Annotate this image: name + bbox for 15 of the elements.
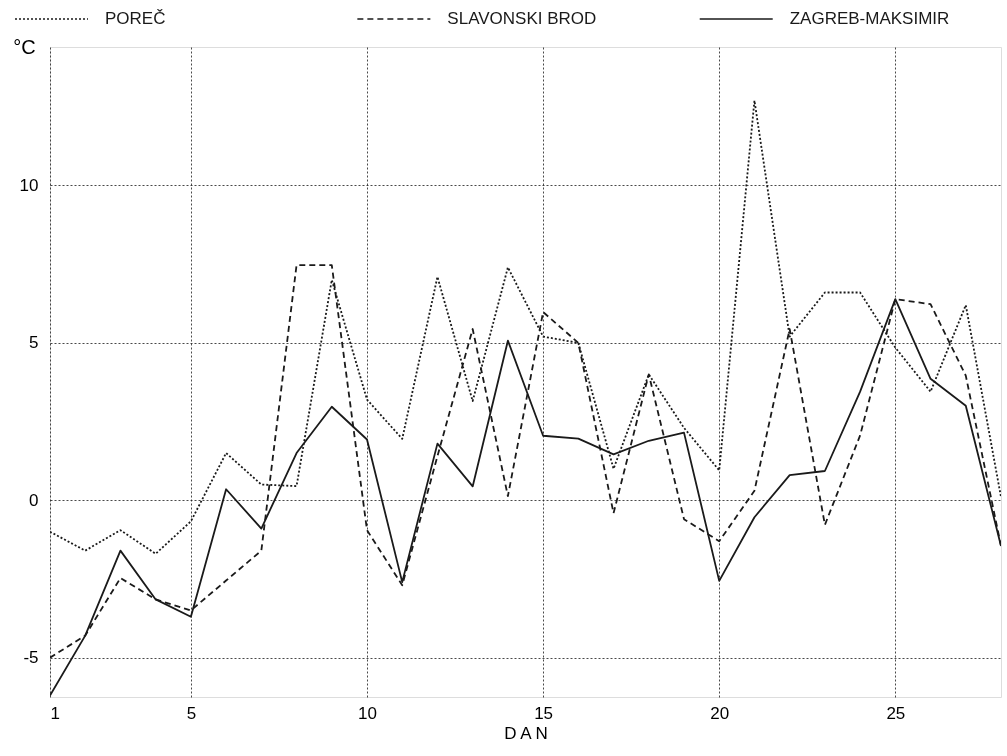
- y-tick-label: 5: [29, 333, 39, 353]
- legend-label: ZAGREB-MAKSIMIR: [789, 9, 950, 28]
- x-tick-label: 15: [534, 703, 554, 723]
- x-tick-label: 25: [886, 703, 906, 723]
- x-tick-label: 5: [186, 703, 197, 723]
- y-tick-label: -5: [23, 648, 39, 668]
- x-tick-label: 1: [50, 703, 60, 723]
- legend-label: POREČ: [105, 9, 166, 28]
- x-axis-title: D A N: [504, 723, 548, 743]
- x-tick-label: 10: [358, 703, 377, 723]
- y-axis-title: °C: [13, 35, 36, 58]
- x-tick-label: 20: [710, 703, 730, 723]
- y-tick-label: 0: [29, 490, 39, 510]
- y-tick-label: 10: [19, 176, 39, 195]
- legend-label: SLAVONSKI BROD: [447, 9, 597, 28]
